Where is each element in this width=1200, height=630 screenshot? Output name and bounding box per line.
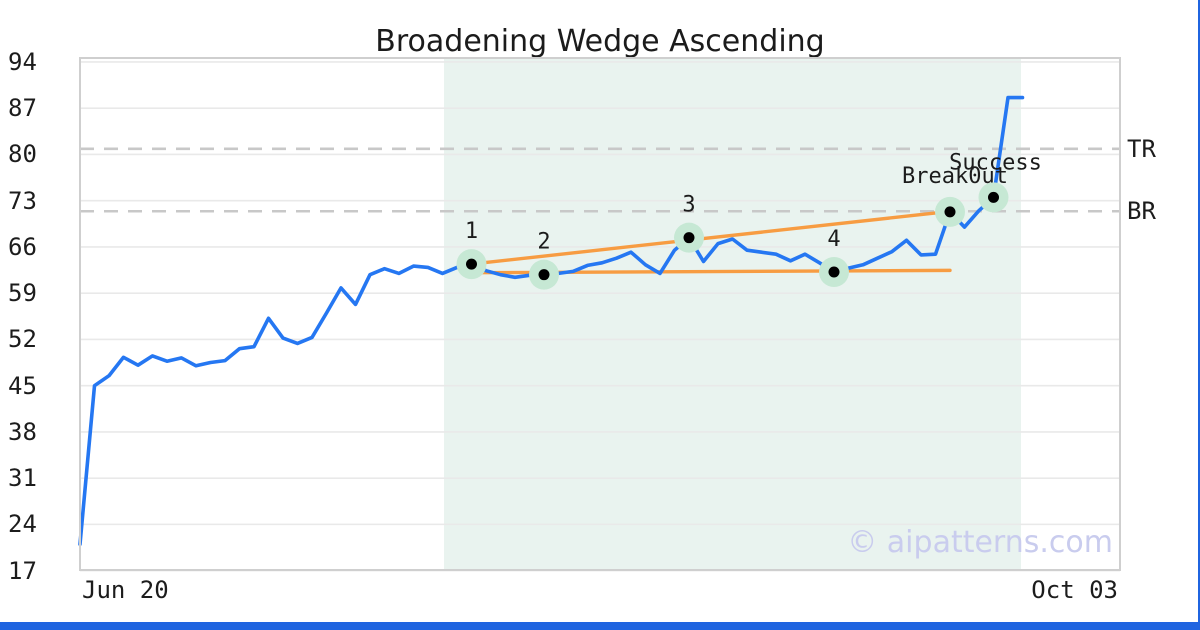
pattern-point-dot	[683, 232, 695, 244]
annotation-label: Success	[949, 150, 1042, 175]
pattern-point-dot	[828, 266, 840, 278]
watermark: © aipatterns.com	[847, 525, 1113, 560]
plot-border	[79, 57, 1121, 571]
y-tick-label: 73	[8, 186, 37, 215]
upper-trendline	[469, 210, 947, 266]
pattern-point-dot	[944, 206, 956, 218]
chart-title: Broadening Wedge Ascending	[375, 24, 825, 59]
y-tick-label: 24	[8, 510, 37, 539]
annotation-label: 2	[537, 230, 550, 255]
y-tick-label: 52	[8, 325, 37, 354]
y-tick-label: 80	[8, 140, 37, 169]
x-axis-start-label: Jun 20	[82, 576, 169, 604]
br-level-label: BR	[1127, 197, 1156, 226]
pattern-point-dot	[466, 258, 477, 270]
y-tick-label: 31	[8, 464, 37, 493]
y-tick-label: 87	[8, 94, 37, 123]
y-tick-label: 45	[8, 371, 37, 400]
y-tick-label: 66	[8, 232, 37, 261]
tr-level-label: TR	[1127, 134, 1156, 163]
annotation-label: 1	[465, 219, 478, 244]
y-tick-label: 17	[8, 556, 37, 585]
x-axis-end-label: Oct 03	[1031, 576, 1118, 604]
pattern-band	[444, 58, 1021, 570]
y-tick-label: 38	[8, 417, 37, 446]
annotation-label: 3	[682, 193, 695, 218]
annotation-label: 4	[827, 227, 840, 252]
pattern-point-dot	[988, 191, 999, 203]
y-tick-label: 94	[8, 47, 37, 76]
pattern-point-dot	[538, 269, 550, 281]
right-edge-line	[1198, 0, 1200, 630]
bottom-accent-bar	[0, 622, 1200, 630]
y-tick-label: 59	[8, 279, 37, 308]
